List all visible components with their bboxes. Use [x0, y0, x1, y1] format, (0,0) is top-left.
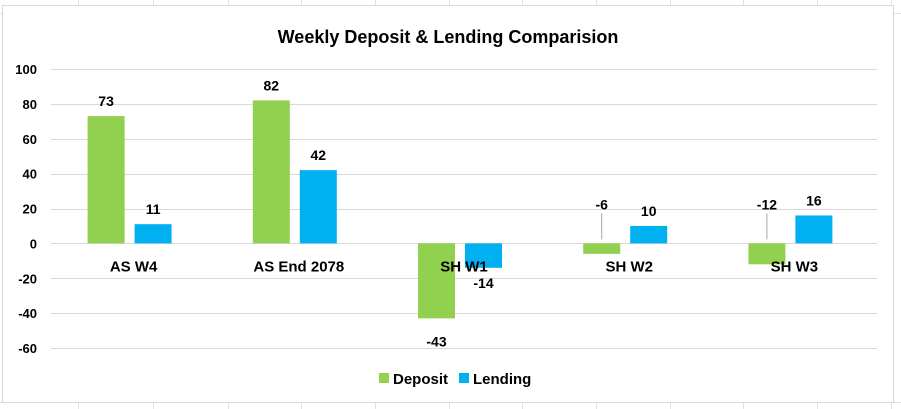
data-label: 10 — [641, 203, 657, 219]
y-tick-label: 100 — [15, 62, 37, 77]
y-tick-label: 40 — [23, 167, 37, 182]
y-tick-label: -40 — [18, 306, 37, 321]
data-label: 82 — [264, 77, 280, 93]
lending-bar[interactable] — [795, 215, 833, 244]
deposit-bar[interactable] — [87, 116, 125, 244]
y-tick-label: -60 — [18, 341, 37, 356]
category-label: SH W2 — [605, 258, 653, 275]
leader-lines — [601, 213, 768, 240]
data-label: 42 — [311, 147, 327, 163]
data-label: 11 — [146, 201, 161, 217]
lending-bar[interactable] — [465, 243, 502, 268]
data-labels: 73 11 82 42 -43 -14 -6 10 -12 16 — [98, 77, 822, 349]
data-label: -12 — [757, 196, 777, 212]
y-tick-label: 80 — [23, 97, 37, 112]
data-label: -6 — [595, 196, 608, 212]
category-label: SH W3 — [771, 258, 819, 275]
lending-bar[interactable] — [299, 170, 337, 244]
deposit-bar[interactable] — [583, 243, 621, 254]
data-label: -43 — [426, 333, 446, 349]
deposit-bar[interactable] — [748, 243, 786, 265]
category-label: AS W4 — [110, 258, 158, 275]
data-label: 16 — [806, 192, 822, 208]
data-label: -14 — [473, 275, 493, 291]
y-tick-label: 60 — [23, 132, 37, 147]
y-tick-label: 20 — [23, 202, 37, 217]
lending-bar[interactable] — [630, 225, 668, 244]
y-tick-label: -20 — [18, 271, 37, 286]
lending-bar[interactable] — [134, 224, 172, 244]
legend: Deposit Lending — [379, 371, 531, 388]
legend-label: Lending — [473, 371, 531, 388]
deposit-bar[interactable] — [418, 243, 455, 319]
chart-area[interactable] — [2, 5, 894, 403]
legend-label: Deposit — [393, 371, 448, 388]
deposit-bar[interactable] — [252, 100, 290, 244]
chart-title: Weekly Deposit & Lending Comparision — [278, 27, 619, 47]
lending-legend-swatch — [459, 373, 469, 383]
y-axis-tick-labels: 100 80 60 40 20 0 -20 -40 -60 — [15, 62, 37, 356]
gridlines — [51, 69, 877, 349]
category-label: AS End 2078 — [253, 258, 344, 275]
category-label: SH W1 — [440, 258, 488, 275]
data-label: 73 — [98, 93, 114, 109]
category-labels: AS W4 AS End 2078 SH W1 SH W2 SH W3 — [110, 258, 818, 275]
deposit-legend-swatch — [379, 373, 389, 383]
bars — [87, 100, 833, 319]
y-tick-label: 0 — [30, 236, 37, 251]
